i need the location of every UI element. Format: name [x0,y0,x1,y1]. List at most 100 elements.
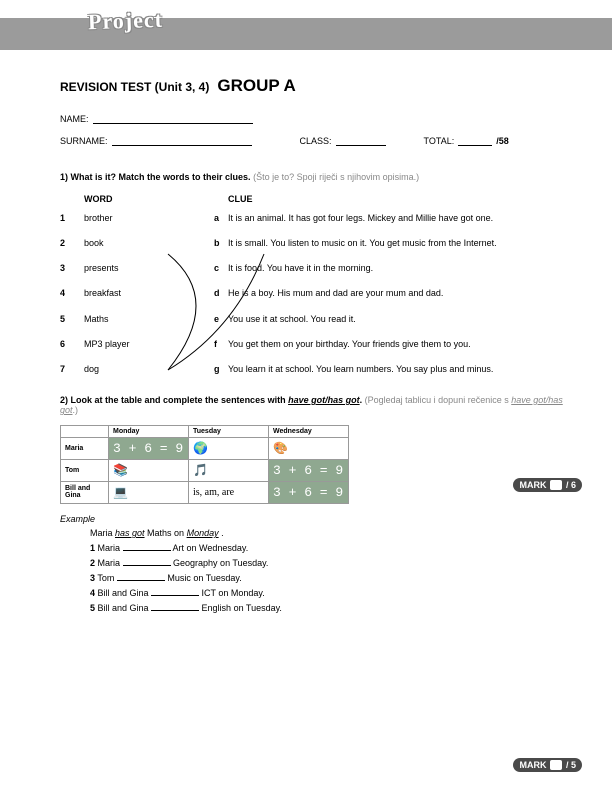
match-num: 3 [60,262,84,274]
timetable: Monday Tuesday Wednesday Maria 3 + 6 = 9… [60,425,349,504]
surname-blank[interactable] [112,136,252,146]
match-letter: e [214,313,228,325]
q2-text-b: have got/has got [288,395,360,405]
match-num: 2 [60,237,84,249]
q2-number: 2) [60,395,68,405]
q2-mark-badge: MARK / 5 [513,758,582,772]
match-letter: f [214,338,228,350]
mark-blank[interactable] [550,760,562,770]
match-row: 6MP3 playerfYou get them on your birthda… [60,338,564,350]
header-bar: Project [0,18,612,50]
q1-mark-badge: MARK / 6 [513,478,582,492]
q1-number: 1) [60,172,68,182]
fill-line: 3 Tom Music on Tuesday. [90,572,564,583]
match-row: 2bookbIt is small. You listen to music o… [60,237,564,249]
answer-blank[interactable] [151,587,199,596]
match-num: 7 [60,363,84,375]
match-num: 6 [60,338,84,350]
math-cell: 3 + 6 = 9 [109,437,189,459]
timetable-row-maria: Maria 3 + 6 = 9 🌍 🎨 [61,437,349,459]
book-icon: 📚 [109,459,189,481]
match-num: 1 [60,212,84,224]
total-max: /58 [496,136,509,146]
match-clue: He is a boy. His mum and dad are your mu… [228,287,564,299]
q1-heading: 1) What is it? Match the words to their … [60,172,564,182]
match-letter: a [214,212,228,224]
match-clue: You learn it at school. You learn number… [228,363,564,375]
match-letter: b [214,237,228,249]
globe-icon: 🌍 [189,437,269,459]
fill-line: 1 Maria Art on Wednesday. [90,542,564,553]
page-content: REVISION TEST (Unit 3, 4) GROUP A NAME: … [0,76,612,613]
answer-blank[interactable] [123,557,171,566]
match-num: 5 [60,313,84,325]
answer-blank[interactable] [151,602,199,611]
mark-label: MARK [519,760,546,770]
music-icon: 🎵 [189,459,269,481]
match-word: presents [84,262,214,274]
name-blank[interactable] [93,114,253,124]
class-label: CLASS: [300,136,332,146]
total-blank[interactable] [458,136,492,146]
example-label: Example [60,514,564,524]
match-letter: g [214,363,228,375]
title-prefix: REVISION TEST (Unit 3, 4) [60,80,209,94]
total-label: TOTAL: [424,136,455,146]
match-word: breakfast [84,287,214,299]
day-tuesday: Tuesday [189,425,269,437]
class-blank[interactable] [336,136,386,146]
mark-blank[interactable] [550,480,562,490]
project-logo: Project [88,7,164,36]
answer-blank[interactable] [117,572,165,581]
name-label: NAME: [60,114,89,124]
math-cell: 3 + 6 = 9 [269,481,349,503]
name-row: NAME: [60,114,564,124]
match-word: dog [84,363,214,375]
match-word: book [84,237,214,249]
art-icon: 🎨 [269,437,349,459]
q2-heading: 2) Look at the table and complete the se… [60,395,564,415]
match-letter: c [214,262,228,274]
title-row: REVISION TEST (Unit 3, 4) GROUP A [60,76,564,96]
match-num: 4 [60,287,84,299]
match-word: MP3 player [84,338,214,350]
clue-header: CLUE [228,194,564,204]
verbs-cell: is, am, are [189,481,269,503]
title-group: GROUP A [217,76,295,96]
match-row: 4breakfastdHe is a boy. His mum and dad … [60,287,564,299]
computer-icon: 💻 [109,481,189,503]
match-row: 1brotheraIt is an animal. It has got fou… [60,212,564,224]
q2-text-c: . [360,395,363,405]
q1-text: What is it? Match the words to their clu… [71,172,251,182]
surname-label: SURNAME: [60,136,108,146]
match-headers: WORD CLUE [60,194,564,204]
day-wednesday: Wednesday [269,425,349,437]
match-word: brother [84,212,214,224]
fill-line: 4 Bill and Gina ICT on Monday. [90,587,564,598]
fill-line: 5 Bill and Gina English on Tuesday. [90,602,564,613]
surname-row: SURNAME: CLASS: TOTAL: /58 [60,136,564,146]
day-monday: Monday [109,425,189,437]
mark-label: MARK [519,480,546,490]
match-clue: It is small. You listen to music on it. … [228,237,564,249]
match-clue: It is an animal. It has got four legs. M… [228,212,564,224]
example-line: Maria has got Maths on Monday . [90,528,564,538]
match-clue: It is food. You have it in the morning. [228,262,564,274]
timetable-header-row: Monday Tuesday Wednesday [61,425,349,437]
q2-text-a: Look at the table and complete the sente… [71,395,289,405]
fill-line: 2 Maria Geography on Tuesday. [90,557,564,568]
match-table: WORD CLUE 1brotheraIt is an animal. It h… [60,194,564,375]
match-letter: d [214,287,228,299]
word-header: WORD [84,194,214,204]
match-row: 7doggYou learn it at school. You learn n… [60,363,564,375]
mark-max: / 5 [566,760,576,770]
match-clue: You use it at school. You read it. [228,313,564,325]
q1-hint: (Što je to? Spoji riječi s njihovim opis… [253,172,419,182]
answer-blank[interactable] [123,542,171,551]
timetable-row-bill-gina: Bill and Gina 💻 is, am, are 3 + 6 = 9 [61,481,349,503]
timetable-row-tom: Tom 📚 🎵 3 + 6 = 9 [61,459,349,481]
match-row: 3presentscIt is food. You have it in the… [60,262,564,274]
math-cell: 3 + 6 = 9 [269,459,349,481]
mark-max: / 6 [566,480,576,490]
match-word: Maths [84,313,214,325]
